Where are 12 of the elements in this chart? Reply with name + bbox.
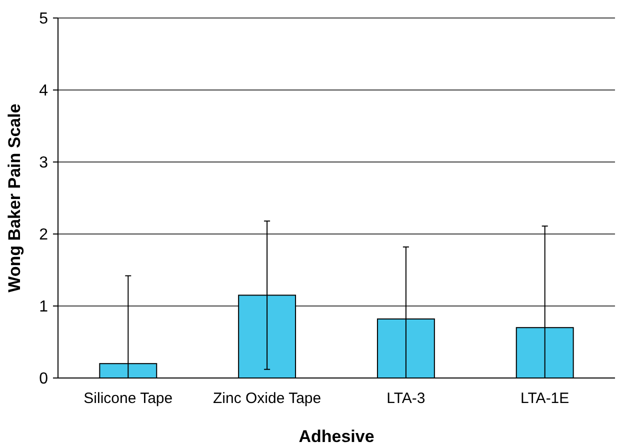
y-tick-label: 3 bbox=[39, 154, 48, 172]
y-tick-label: 4 bbox=[39, 82, 48, 100]
x-tick-label: Silicone Tape bbox=[84, 390, 173, 407]
y-tick-label: 5 bbox=[39, 10, 48, 28]
x-tick-label: LTA-1E bbox=[520, 390, 570, 407]
y-tick-label: 2 bbox=[39, 226, 48, 244]
y-tick-label: 0 bbox=[39, 370, 48, 388]
x-axis-title: Adhesive bbox=[298, 427, 374, 446]
x-tick-label: LTA-3 bbox=[386, 390, 426, 407]
y-tick-label: 1 bbox=[39, 298, 48, 316]
x-tick-label: Zinc Oxide Tape bbox=[212, 390, 322, 407]
y-axis-title: Wong Baker Pain Scale bbox=[5, 104, 24, 292]
